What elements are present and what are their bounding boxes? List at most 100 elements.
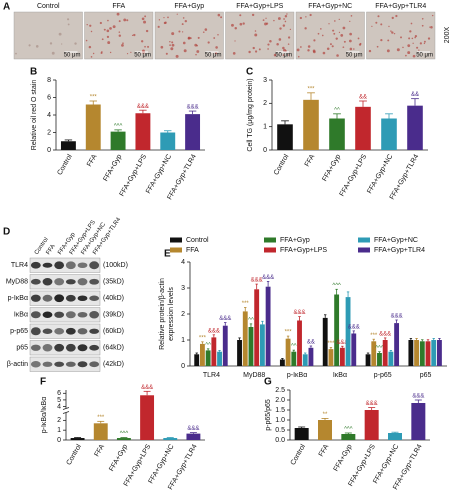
stain-speck — [412, 54, 416, 58]
stain-speck — [357, 37, 360, 40]
significance-mark: *** — [199, 335, 207, 341]
significance-mark: &&& — [208, 328, 220, 334]
stain-speck — [273, 53, 277, 57]
stain-speck — [118, 31, 121, 33]
scale-bar-label: 50 μm — [416, 53, 433, 59]
panel-label: F — [40, 377, 46, 388]
y-tick-label: 4 — [57, 403, 61, 410]
bar — [294, 428, 309, 440]
row-label: β-actin — [7, 361, 28, 368]
stain-speck — [195, 53, 197, 56]
bar — [419, 341, 425, 366]
blot-band — [42, 277, 53, 286]
stain-speck — [414, 34, 418, 38]
stain-speck — [320, 28, 322, 30]
x-tick-label: FFA — [318, 443, 331, 458]
stain-speck — [299, 16, 303, 20]
blot-band — [77, 278, 88, 286]
bar — [408, 340, 414, 366]
blot-band — [42, 294, 53, 302]
significance-mark: ^^ — [334, 107, 340, 113]
stain-speck — [92, 52, 95, 55]
stain-speck — [258, 48, 261, 51]
y-tick-label: 1.5 — [275, 407, 285, 414]
stain-speck — [176, 13, 178, 15]
legend-label: FFA+Gyp — [280, 237, 310, 244]
stain-speck — [267, 43, 270, 46]
x-tick-label: FFA+Gyp+LPS — [119, 153, 149, 198]
bar — [365, 354, 371, 366]
stain-speck — [288, 54, 290, 56]
y-tick-label: 1.0 — [275, 417, 285, 424]
stain-speck — [297, 55, 300, 58]
bar — [377, 353, 382, 366]
y-tick-label: 4 — [181, 259, 185, 266]
stain-speck — [171, 43, 175, 47]
bar — [110, 131, 126, 150]
stain-speck — [214, 51, 218, 55]
lane-label: FFA — [46, 244, 57, 256]
bar — [329, 118, 345, 150]
blot-strip — [29, 356, 101, 372]
legend-label: FFA+Gyp+LPS — [280, 247, 327, 254]
bar — [371, 341, 377, 366]
row-label: MyD88 — [6, 279, 28, 286]
stain-speck — [286, 13, 288, 15]
significance-mark: && — [359, 95, 367, 101]
stain-speck — [289, 28, 292, 31]
stain-speck — [283, 18, 285, 20]
stain-speck — [329, 43, 332, 46]
stain-speck — [348, 39, 352, 43]
stain-speck — [321, 34, 324, 37]
bar — [381, 118, 397, 150]
blot-band — [77, 295, 88, 301]
stain-speck — [427, 37, 431, 40]
bar — [185, 114, 201, 150]
bar — [303, 99, 319, 150]
row-label: p-IκBα — [8, 295, 28, 302]
bar — [217, 351, 222, 366]
panel-label: E — [164, 249, 171, 260]
legend-label: FFA+Gyp+TLR4 — [374, 247, 425, 254]
stain-speck — [88, 45, 92, 49]
significance-mark: *** — [370, 333, 378, 339]
x-tick-label: FFA+Gyp — [333, 443, 354, 472]
row-size: (42kD) — [103, 361, 124, 368]
stain-speck — [386, 49, 390, 53]
y-tick-label: 5 — [57, 397, 61, 404]
stain-speck — [309, 13, 312, 17]
stain-speck — [349, 32, 352, 36]
y-tick-label: 0.0 — [275, 437, 285, 444]
x-tick-label: FFA+Gyp — [321, 153, 342, 182]
stain-speck — [58, 32, 62, 36]
bar — [163, 438, 178, 440]
blot-strip — [29, 307, 101, 323]
stain-speck — [265, 22, 269, 25]
stain-speck — [331, 45, 334, 48]
bar — [259, 324, 265, 366]
stain-speck — [333, 32, 336, 35]
y-tick-label: 2.5 — [275, 387, 285, 394]
stain-speck — [368, 49, 372, 53]
x-tick-label: FFA+Gyp+LPS — [339, 153, 369, 198]
legend-label: FFA — [186, 247, 199, 254]
x-tick-label: Control — [273, 153, 291, 176]
stain-speck — [118, 34, 122, 37]
stain-speck — [171, 32, 175, 36]
stain-speck — [67, 18, 70, 21]
stain-speck — [197, 36, 200, 39]
blot-band — [77, 361, 88, 368]
column-label: FFA — [112, 3, 125, 10]
bar — [140, 395, 155, 440]
stain-speck — [287, 36, 291, 39]
blot-band — [65, 327, 76, 335]
stain-speck — [326, 47, 330, 51]
stain-speck — [407, 51, 411, 55]
blot-band — [77, 344, 88, 352]
blot-band — [30, 311, 41, 319]
stain-speck — [85, 39, 88, 42]
significance-mark: && — [307, 340, 315, 346]
stain-speck — [313, 39, 316, 42]
stain-speck — [317, 32, 320, 35]
y-axis-title: Cell TG (μg/mg protein) — [247, 78, 254, 151]
